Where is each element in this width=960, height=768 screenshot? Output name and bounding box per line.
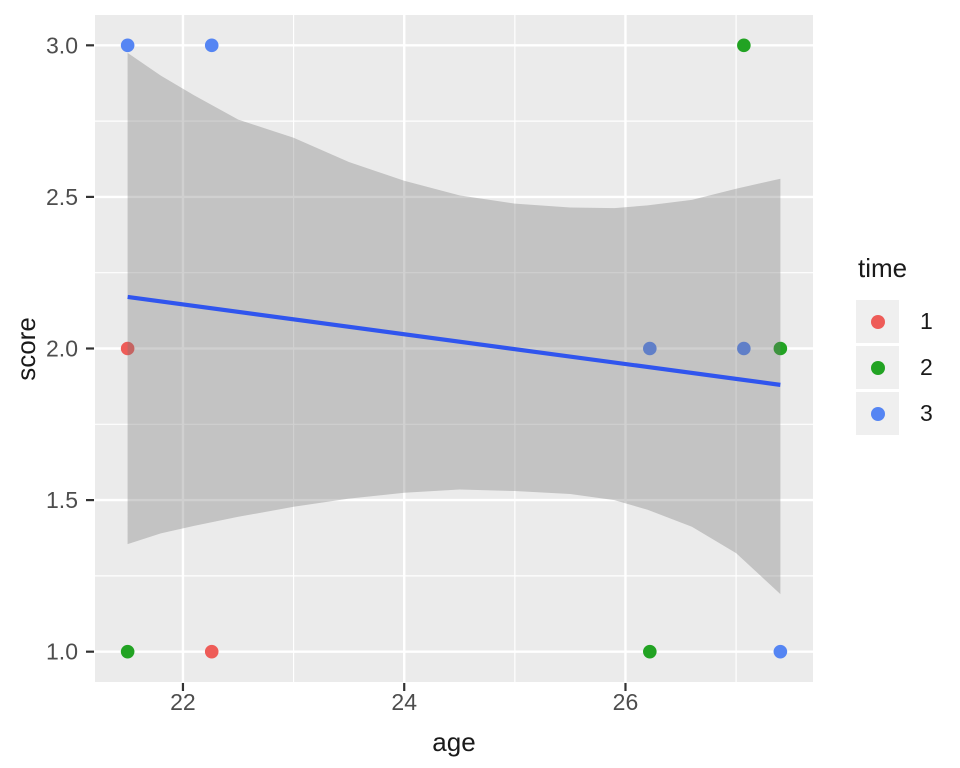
legend: time 1 2 3 [856, 253, 960, 438]
y-tick-label: 2.0 [46, 336, 78, 362]
data-point-time-2 [773, 341, 788, 356]
x-tick-label: 24 [391, 689, 417, 715]
legend-title: time [858, 253, 908, 283]
data-point-time-2 [120, 644, 135, 659]
y-tick-label: 1.5 [46, 487, 78, 513]
legend-key [856, 300, 899, 343]
legend-item-3: 3 [856, 392, 960, 435]
legend-item-2: 2 [856, 346, 960, 389]
x-tick-label: 26 [613, 689, 639, 715]
legend-item-label: 1 [920, 308, 933, 334]
x-axis-title: age [432, 727, 476, 757]
data-point-time-1 [204, 644, 219, 659]
y-tick-label: 1.0 [46, 639, 78, 665]
y-axis-title: score [11, 317, 41, 381]
legend-item-label: 2 [920, 354, 933, 380]
legend-dot-icon [870, 314, 885, 329]
data-point-time-2 [737, 38, 751, 53]
legend-key [856, 392, 899, 435]
y-tick-label: 2.5 [46, 184, 78, 210]
data-point-time-3 [120, 38, 135, 53]
legend-item-label: 3 [920, 400, 933, 426]
legend-items: 1 2 3 [856, 300, 960, 435]
data-point-time-2 [643, 644, 657, 659]
legend-dot-icon [870, 360, 885, 375]
regression-line [127, 294, 781, 387]
legend-key [856, 346, 899, 389]
data-point-time-3 [204, 38, 219, 53]
data-point-time-3 [643, 341, 657, 356]
data-point-time-1 [120, 341, 135, 356]
data-point-time-3 [773, 644, 788, 659]
legend-dot-icon [870, 406, 885, 421]
y-tick-label: 3.0 [46, 32, 78, 58]
legend-item-1: 1 [856, 300, 960, 343]
data-point-time-3 [737, 341, 751, 356]
x-tick-label: 22 [170, 689, 196, 715]
confidence-band [127, 52, 781, 595]
